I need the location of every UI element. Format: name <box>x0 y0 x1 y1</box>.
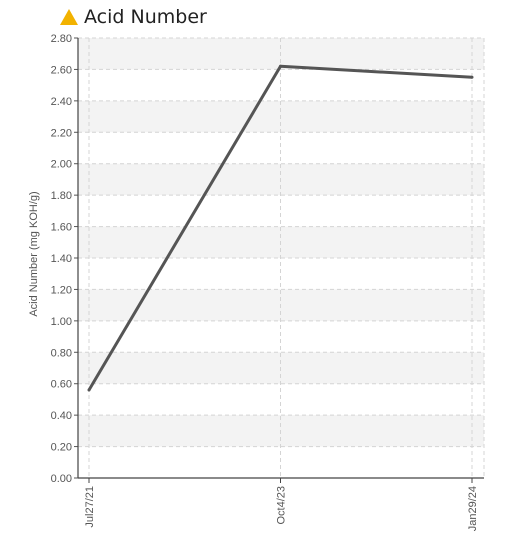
y-tick-label: 1.60 <box>51 222 72 234</box>
warning-triangle-icon <box>60 9 78 25</box>
y-tick-label: 1.20 <box>51 284 72 296</box>
y-tick-label: 0.20 <box>51 442 72 454</box>
chart-title: Acid Number <box>84 6 207 28</box>
data-point <box>279 64 282 68</box>
y-tick-label: 2.00 <box>51 159 72 171</box>
x-tick-label: Jan29/24 <box>467 486 479 531</box>
y-tick-label: 2.60 <box>51 64 72 76</box>
chart-title-row: Acid Number <box>60 4 207 30</box>
data-point <box>87 388 91 392</box>
y-tick-label: 0.80 <box>51 347 72 359</box>
y-tick-label: 1.80 <box>51 190 72 202</box>
y-tick-label: 1.00 <box>51 316 72 328</box>
x-tick-label: Oct4/23 <box>276 486 288 525</box>
y-tick-label: 1.40 <box>51 253 72 265</box>
y-tick-label: 0.40 <box>51 410 72 422</box>
x-tick-label: Jul27/21 <box>84 486 96 528</box>
y-tick-label: 0.60 <box>51 379 72 391</box>
y-tick-label: 0.00 <box>51 473 72 485</box>
y-tick-label: 2.40 <box>51 96 72 108</box>
data-point <box>470 75 474 79</box>
y-tick-label: 2.80 <box>51 33 72 45</box>
y-tick-label: 2.20 <box>51 127 72 139</box>
